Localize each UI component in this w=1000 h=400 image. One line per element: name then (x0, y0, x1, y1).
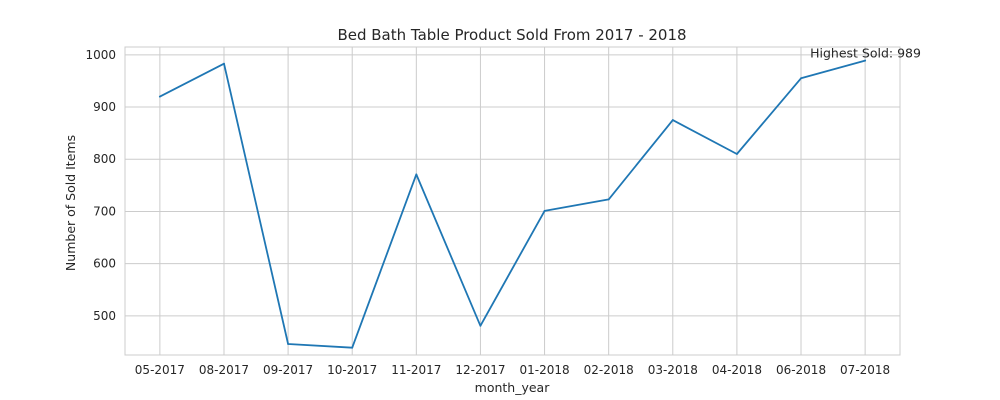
y-tick-label: 600 (93, 257, 116, 271)
y-tick-label: 800 (93, 152, 116, 166)
x-tick-label: 05-2017 (135, 363, 185, 377)
x-axis-ticks: 05-2017 08-2017 09-2017 10-2017 11-2017 12-20… (135, 363, 890, 377)
x-tick-label: 07-2018 (840, 363, 890, 377)
y-axis-label: Number of Sold Items (63, 135, 78, 271)
x-tick-label: 08-2017 (199, 363, 249, 377)
data-point (158, 95, 161, 98)
series-line (158, 59, 866, 349)
highest-sold-annotation: Highest Sold: 989 (810, 46, 921, 61)
series-layer (158, 59, 867, 349)
chart-title: Bed Bath Table Product Sold From 2017 - … (337, 26, 686, 44)
grid (125, 47, 900, 355)
x-tick-label: 06-2018 (776, 363, 826, 377)
data-point (479, 324, 482, 327)
x-tick-label: 04-2018 (712, 363, 762, 377)
data-point (735, 153, 738, 155)
data-point (287, 343, 290, 345)
x-tick-label: 12-2017 (455, 363, 505, 377)
x-tick-label: 02-2018 (584, 363, 634, 377)
y-tick-label: 700 (93, 204, 116, 218)
x-tick-label: 11-2017 (391, 363, 441, 377)
y-axis-ticks: 500 600 700 800 900 1000 (85, 48, 116, 323)
x-axis-label: month_year (475, 380, 551, 395)
data-point (223, 62, 225, 65)
data-point (671, 119, 674, 121)
x-tick-label: 01-2018 (519, 363, 569, 377)
data-point (800, 77, 802, 80)
data-point (607, 198, 610, 201)
data-point (543, 210, 546, 212)
x-tick-label: 09-2017 (263, 363, 313, 377)
data-point (351, 346, 354, 349)
plot-frame (124, 46, 901, 356)
x-tick-label: 03-2018 (648, 363, 698, 377)
data-point (415, 173, 418, 176)
x-tick-label: 10-2017 (327, 363, 377, 377)
data-point (864, 59, 867, 62)
y-tick-label: 900 (93, 100, 116, 114)
y-tick-label: 500 (93, 309, 116, 323)
y-tick-label: 1000 (85, 48, 116, 62)
